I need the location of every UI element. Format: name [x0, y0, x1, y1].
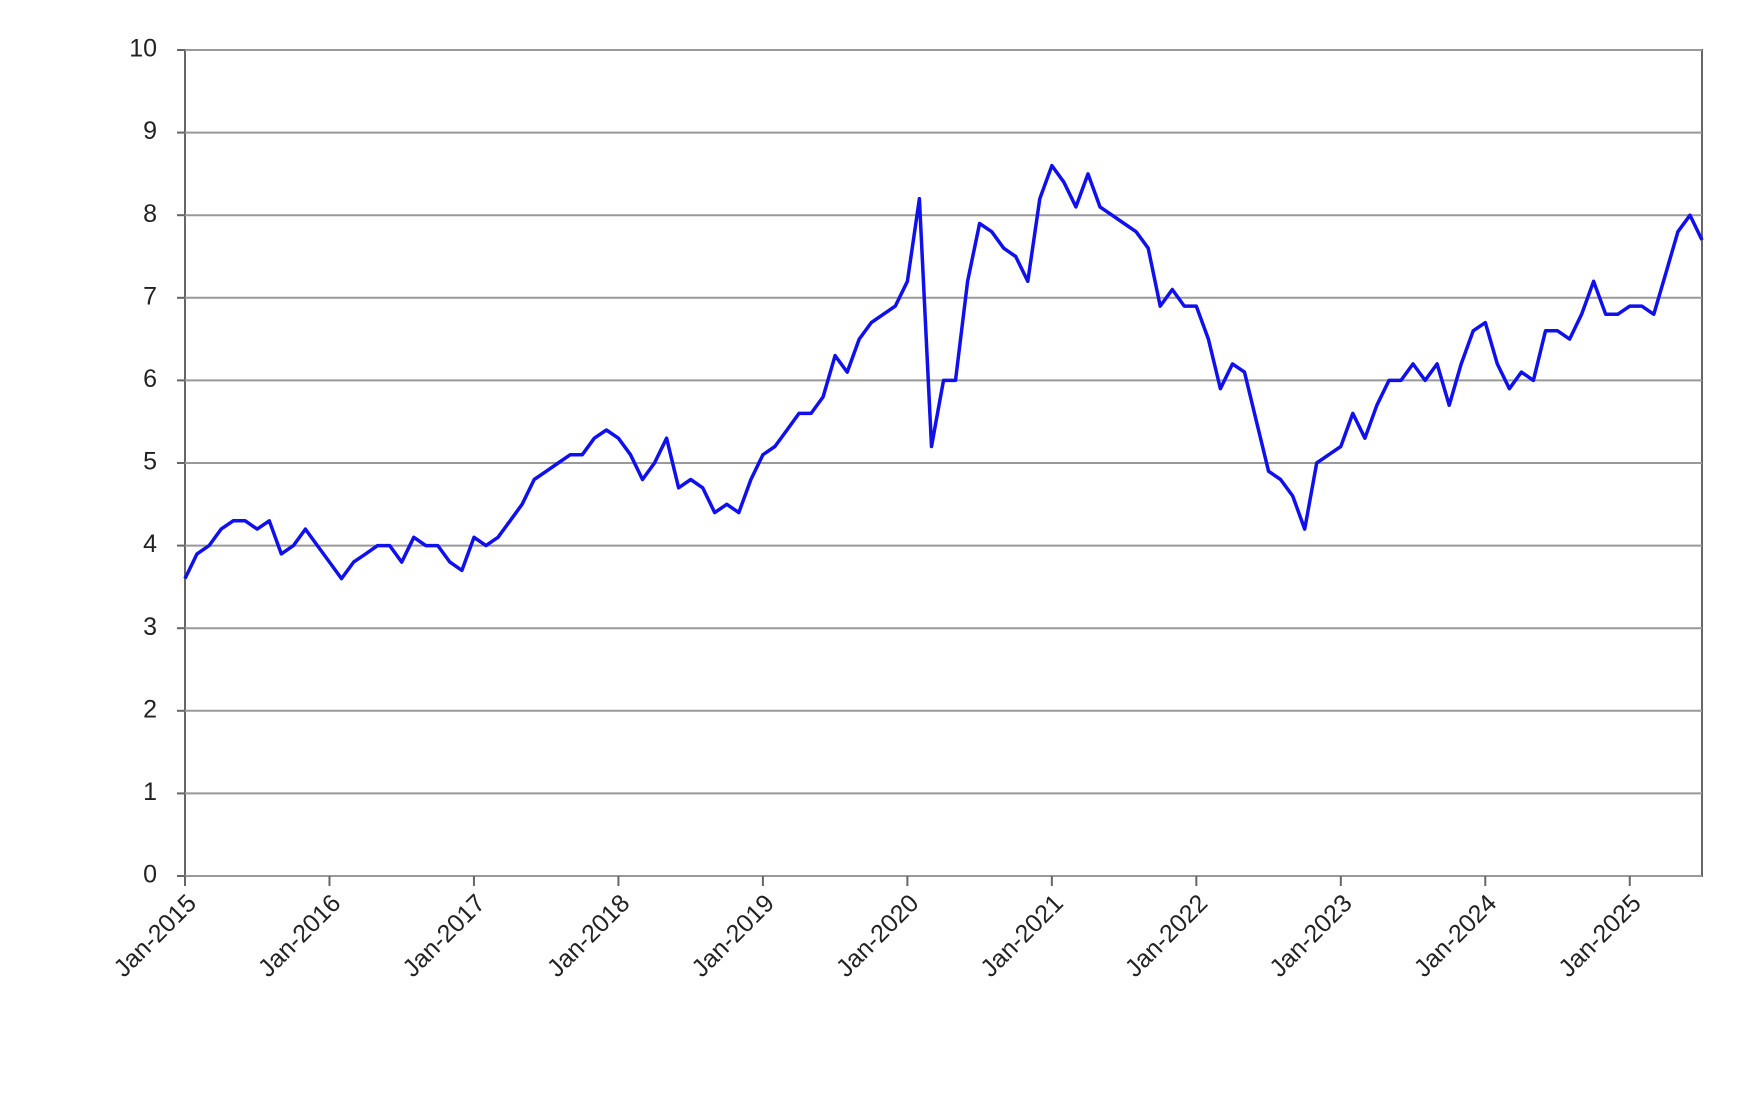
y-tick-label: 9	[143, 117, 157, 145]
x-tick-label: Jan-2024	[1409, 889, 1503, 983]
x-tick-label: Jan-2023	[1264, 889, 1358, 983]
data-line	[183, 163, 1704, 581]
x-tick-label: Jan-2025	[1553, 889, 1647, 983]
y-tick-label: 0	[143, 861, 157, 889]
y-tick-label: 2	[143, 695, 157, 723]
y-tick-label: 7	[143, 282, 157, 310]
y-tick-label: 10	[129, 35, 157, 63]
y-tick-label: 5	[143, 448, 157, 476]
x-tick-label: Jan-2021	[975, 889, 1069, 983]
y-tick-label: 3	[143, 613, 157, 641]
x-tick-label: Jan-2022	[1120, 889, 1214, 983]
y-tick-label: 4	[143, 530, 157, 558]
y-tick-label: 8	[143, 200, 157, 228]
y-tick-label: 1	[143, 778, 157, 806]
x-tick-label: Jan-2017	[397, 889, 491, 983]
x-tick-label: Jan-2019	[686, 889, 780, 983]
y-tick-label: 6	[143, 365, 157, 393]
x-tick-label: Jan-2020	[831, 889, 925, 983]
x-tick-label: Jan-2015	[108, 889, 202, 983]
x-tick-label: Jan-2016	[253, 889, 347, 983]
x-tick-label: Jan-2018	[542, 889, 636, 983]
